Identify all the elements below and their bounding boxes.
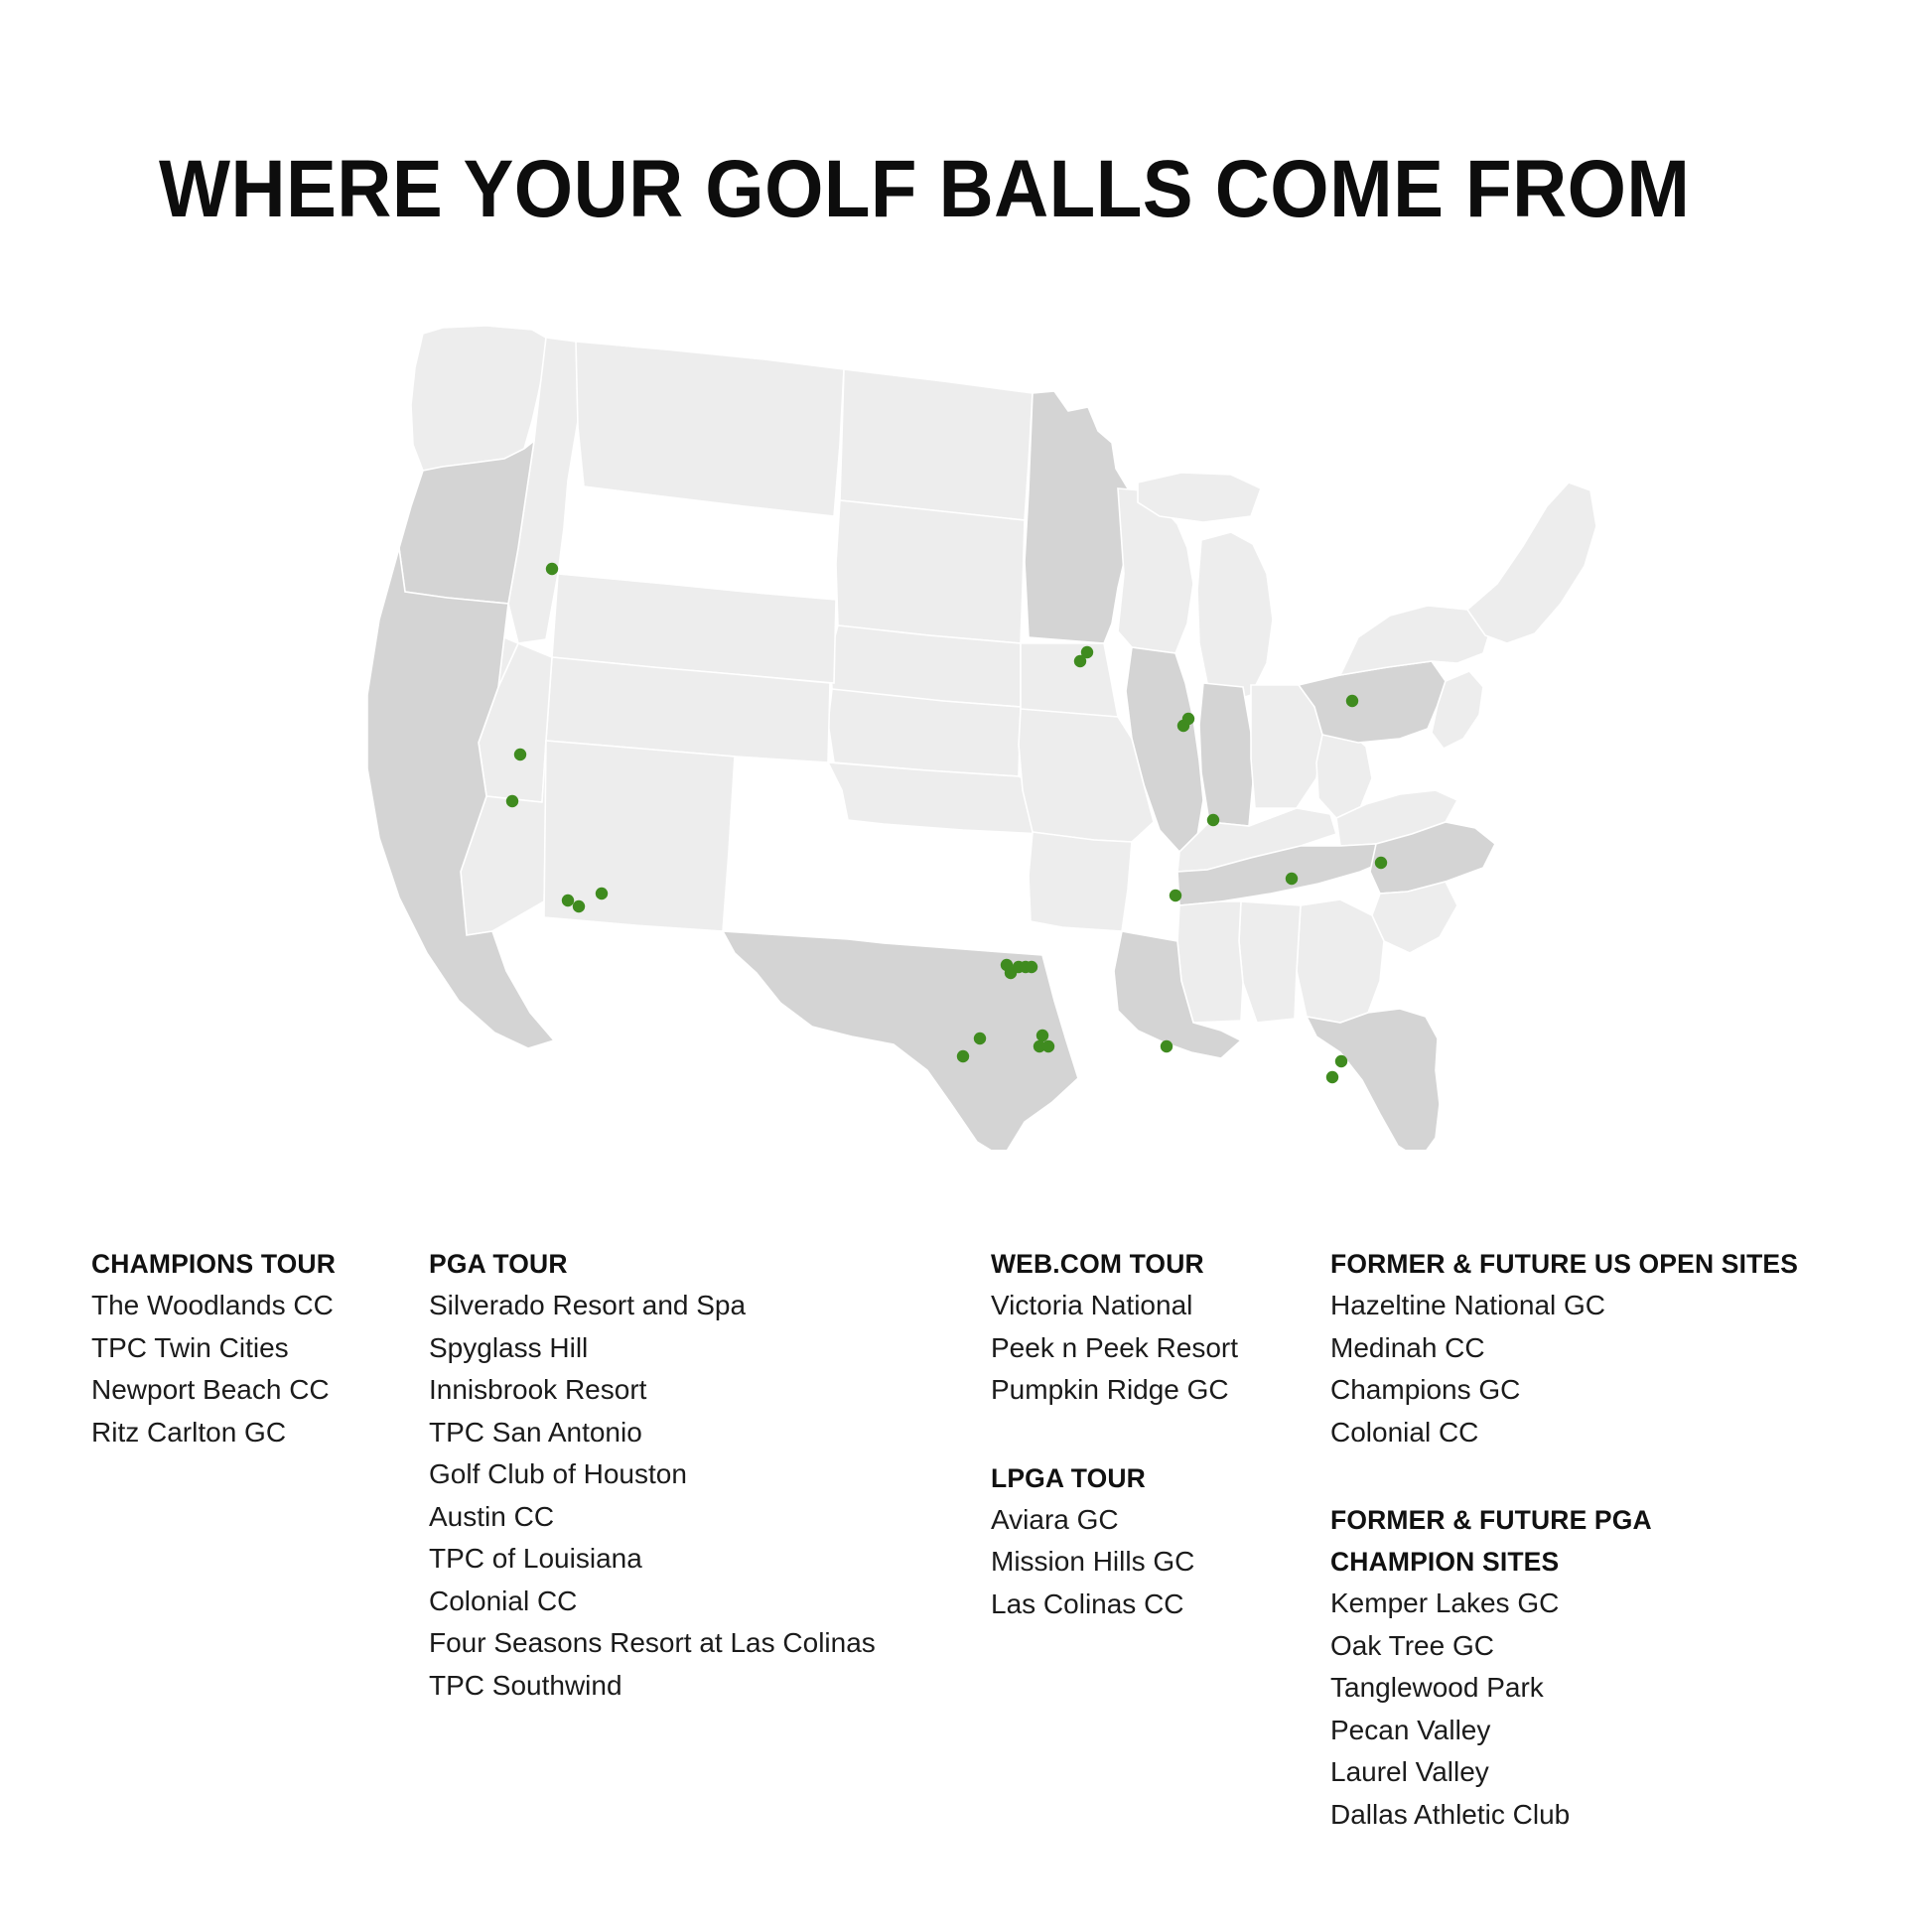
- legend-group-pga-champion-sites: FORMER & FUTURE PGA CHAMPION SITES Kempe…: [1330, 1499, 1916, 1836]
- state-texas: [721, 930, 1079, 1150]
- course-marker-dot: Kemper Lakes GC: [1181, 712, 1195, 726]
- course-marker-dot: Newport Beach CC: [572, 899, 586, 913]
- list-item: The Woodlands CC: [91, 1290, 334, 1320]
- list-item: Dallas Athletic Club: [1330, 1798, 1571, 1830]
- state-oklahoma: [826, 761, 1043, 835]
- course-marker-dot: Pumpkin Ridge GC: [545, 562, 559, 576]
- course-marker-dot: Innisbrook Resort: [1334, 1054, 1348, 1068]
- course-marker-dot: Hazeltine National GC: [1080, 645, 1094, 659]
- list-item: TPC San Antonio: [429, 1416, 642, 1448]
- legend-lists: CHAMPIONS TOUR The Woodlands CC TPC Twin…: [0, 1243, 1932, 1878]
- list-item: Aviara GC: [991, 1503, 1119, 1535]
- legend-header-champions-tour: CHAMPIONS TOUR: [91, 1249, 337, 1279]
- list-item: Laurel Valley: [1330, 1756, 1489, 1787]
- legend-column-webcom-lpga: WEB.COM TOUR Victoria National Peek n Pe…: [991, 1243, 1318, 1625]
- list-item: Las Colinas CC: [991, 1587, 1184, 1619]
- legend-group-champions-tour: CHAMPIONS TOUR The Woodlands CC TPC Twin…: [91, 1243, 419, 1453]
- course-marker-dot: Peek n Peek Resort: [1345, 694, 1359, 708]
- list-item: Tanglewood Park: [1330, 1672, 1544, 1703]
- state-minnesota: [1024, 390, 1133, 644]
- legend-header-webcom-tour: WEB.COM TOUR: [991, 1249, 1204, 1279]
- list-item: Golf Club of Houston: [429, 1458, 687, 1489]
- course-marker-dot: Tanglewood Park: [1374, 856, 1388, 870]
- state-south-dakota: [835, 499, 1026, 644]
- page-title: WHERE YOUR GOLF BALLS COME FROM: [159, 143, 1691, 234]
- course-marker-dot: Pecan Valley: [956, 1049, 970, 1063]
- list-item: Peek n Peek Resort: [991, 1331, 1239, 1363]
- state-alabama: [1238, 900, 1302, 1024]
- course-marker-dot: TPC Twin Cities: [1073, 654, 1087, 668]
- list-item: Pumpkin Ridge GC: [991, 1374, 1229, 1405]
- state-florida: [1305, 1008, 1441, 1150]
- legend-column-champions: CHAMPIONS TOUR The Woodlands CC TPC Twin…: [91, 1243, 419, 1453]
- state-mid-atlantic: [1431, 670, 1484, 751]
- course-marker-dot: Champions GC: [1033, 1039, 1046, 1053]
- course-marker-dot: Victoria National: [1206, 813, 1220, 827]
- state-louisiana: [1113, 930, 1243, 1059]
- course-marker-dot: Aviara GC: [561, 894, 575, 907]
- state-michigan-up: [1137, 472, 1262, 523]
- list-item: Pecan Valley: [1330, 1714, 1491, 1745]
- list-item: Silverado Resort and Spa: [429, 1290, 747, 1320]
- list-item: Newport Beach CC: [91, 1374, 330, 1405]
- list-item: Spyglass Hill: [429, 1331, 589, 1363]
- list-item: Oak Tree GC: [1330, 1629, 1494, 1661]
- state-iowa: [1020, 642, 1119, 718]
- legend-header-pga-champion-sites: FORMER & FUTURE PGA CHAMPION SITES: [1330, 1505, 1651, 1577]
- state-new-england: [1465, 482, 1597, 644]
- course-marker-dot: TPC of Louisiana: [1160, 1039, 1173, 1053]
- state-indiana: [1198, 682, 1254, 827]
- state-north-carolina: [1369, 821, 1497, 895]
- legend-group-us-open-sites: FORMER & FUTURE US OPEN SITES Hazeltine …: [1330, 1243, 1916, 1453]
- course-marker-dot: Spyglass Hill: [505, 794, 519, 808]
- state-montana: [575, 341, 845, 517]
- course-marker-dot: Golf Club of Houston: [1035, 1029, 1049, 1042]
- us-map-svg: Pumpkin Ridge GC Silverado Resort and Spa…: [366, 325, 1597, 1150]
- list-item: TPC of Louisiana: [429, 1543, 642, 1574]
- list-item: Austin CC: [429, 1500, 555, 1532]
- us-golf-course-map: Pumpkin Ridge GC Silverado Resort and Spa…: [248, 246, 1688, 1150]
- legend-column-major-sites: FORMER & FUTURE US OPEN SITES Hazeltine …: [1330, 1243, 1916, 1836]
- legend-header-us-open-sites: FORMER & FUTURE US OPEN SITES: [1330, 1249, 1799, 1279]
- legend-group-webcom-tour: WEB.COM TOUR Victoria National Peek n Pe…: [991, 1243, 1318, 1412]
- list-item: Ritz Carlton GC: [91, 1416, 287, 1448]
- course-marker-dot: Ritz Carlton GC: [1325, 1070, 1339, 1084]
- list-item: Colonial CC: [1330, 1416, 1479, 1448]
- list-item: Innisbrook Resort: [429, 1374, 647, 1405]
- state-arkansas: [1028, 831, 1133, 932]
- map-states: [366, 325, 1597, 1150]
- course-marker-dot: The Woodlands CC: [1041, 1039, 1055, 1053]
- course-marker-dot: Nashville area: [1285, 872, 1299, 886]
- legend-header-pga-tour: PGA TOUR: [429, 1249, 568, 1279]
- list-item: Hazeltine National GC: [1330, 1290, 1606, 1320]
- list-item: Kemper Lakes GC: [1330, 1587, 1560, 1618]
- state-michigan: [1196, 531, 1274, 704]
- course-marker-dot: Silverado Resort and Spa: [513, 748, 527, 761]
- list-item: Medinah CC: [1330, 1331, 1485, 1363]
- state-new-mexico: [543, 740, 736, 932]
- legend-group-lpga-tour: LPGA TOUR Aviara GC Mission Hills GC Las…: [991, 1457, 1318, 1626]
- state-california: [366, 547, 556, 1049]
- list-item: TPC Twin Cities: [91, 1331, 289, 1363]
- state-north-dakota: [839, 368, 1034, 521]
- course-marker-dot: TPC Southwind: [1169, 889, 1182, 902]
- list-item: Mission Hills GC: [991, 1546, 1195, 1577]
- list-item: Colonial CC: [429, 1585, 578, 1616]
- legend-header-lpga-tour: LPGA TOUR: [991, 1462, 1146, 1493]
- legend-column-pga: PGA TOUR Silverado Resort and Spa Spygla…: [429, 1243, 985, 1707]
- course-marker-dot: Austin CC: [973, 1032, 987, 1045]
- list-item: Victoria National: [991, 1290, 1193, 1320]
- list-item: Four Seasons Resort at Las Colinas: [429, 1627, 876, 1658]
- map-course-dots: Pumpkin Ridge GC Silverado Resort and Spa…: [505, 562, 1388, 1084]
- course-marker-dot: Mission Hills GC: [595, 887, 609, 900]
- list-item: TPC Southwind: [429, 1669, 622, 1701]
- state-pennsylvania: [1297, 660, 1447, 744]
- course-marker-dot: Oak Tree GC: [1025, 960, 1038, 974]
- list-item: Champions GC: [1330, 1374, 1521, 1405]
- state-georgia: [1296, 898, 1385, 1024]
- legend-group-pga-tour: PGA TOUR Silverado Resort and Spa Spygla…: [429, 1243, 985, 1707]
